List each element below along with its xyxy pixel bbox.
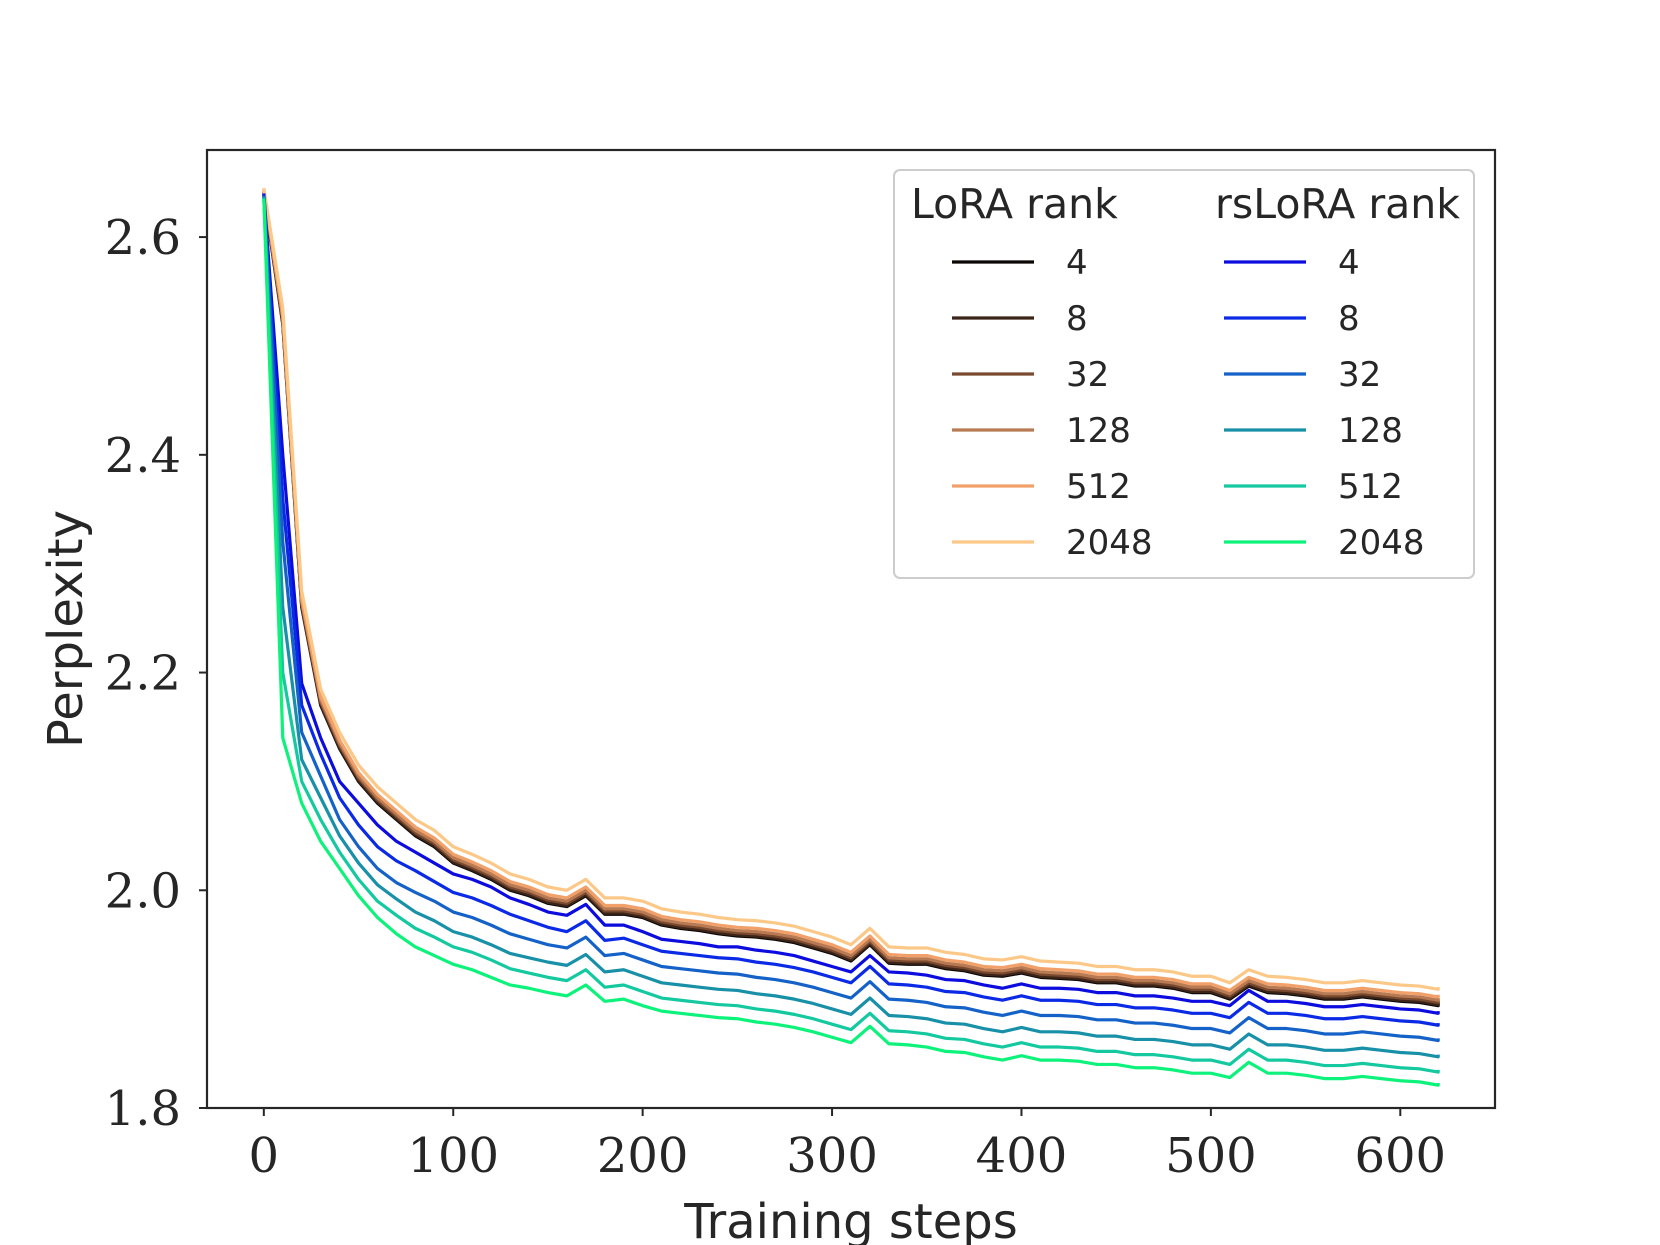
legend-entry-label: 4 [1338, 243, 1360, 283]
series-line-rslora-rank-32 [262, 195, 1440, 1043]
x-tick-label: 100 [407, 1128, 499, 1184]
legend-entry-label: 2048 [1066, 523, 1153, 563]
legend-entry-label: 128 [1066, 411, 1131, 451]
y-tick-label: 2.2 [105, 646, 181, 702]
series-line-lora-rank-512 [262, 188, 1440, 999]
y-tick-label: 1.8 [105, 1081, 181, 1137]
series-line-rslora-rank-4 [262, 193, 1440, 1015]
y-tick-label: 2.0 [105, 863, 181, 919]
x-tick-label: 400 [976, 1128, 1068, 1184]
legend-title-lora: LoRA rank [911, 180, 1118, 228]
series-line-lora-rank-32 [262, 191, 1440, 1005]
legend-entry-label: 4 [1066, 243, 1088, 283]
legend-box [893, 169, 1475, 579]
series-line-lora-rank-2048 [262, 187, 1440, 991]
legend-entry-label: 32 [1338, 355, 1381, 395]
legend-entry-label: 8 [1338, 299, 1360, 339]
legend-entry-label: 2048 [1338, 523, 1425, 563]
series-layer [262, 187, 1440, 1087]
series-line-rslora-rank-2048 [262, 198, 1440, 1087]
series-line-lora-rank-128 [262, 190, 1440, 1002]
ticks-layer: 0 100 200 300 400 500 600 1.8 2.0 2.2 2.4 2.6 [105, 210, 1446, 1184]
legend-entry-label: 8 [1066, 299, 1088, 339]
series-line-lora-rank-8 [262, 192, 1440, 1007]
plot-frame [205, 148, 1497, 1110]
legend: LoRA rank 4 8 32 128 512 2048 rsLoRA rank 4 8 32 12… [893, 169, 1475, 579]
legend-entry-label: 128 [1338, 411, 1403, 451]
y-tick-label: 2.6 [105, 210, 181, 266]
x-tick-label: 600 [1354, 1128, 1446, 1184]
legend-title-rslora: rsLoRA rank [1215, 180, 1460, 228]
x-tick-label: 300 [786, 1128, 878, 1184]
series-line-rslora-rank-8 [262, 194, 1440, 1027]
x-tick-label: 0 [249, 1128, 280, 1184]
x-axis-label: Training steps [683, 1194, 1018, 1245]
legend-entry-label: 32 [1066, 355, 1109, 395]
series-line-rslora-rank-512 [262, 197, 1440, 1074]
y-tick-label: 2.4 [105, 428, 181, 484]
legend-entry-label: 512 [1066, 467, 1131, 507]
legend-entry-label: 512 [1338, 467, 1403, 507]
x-tick-label: 500 [1165, 1128, 1257, 1184]
series-line-rslora-rank-128 [262, 196, 1440, 1059]
y-axis-label: Perplexity [38, 510, 94, 748]
x-tick-label: 200 [597, 1128, 689, 1184]
